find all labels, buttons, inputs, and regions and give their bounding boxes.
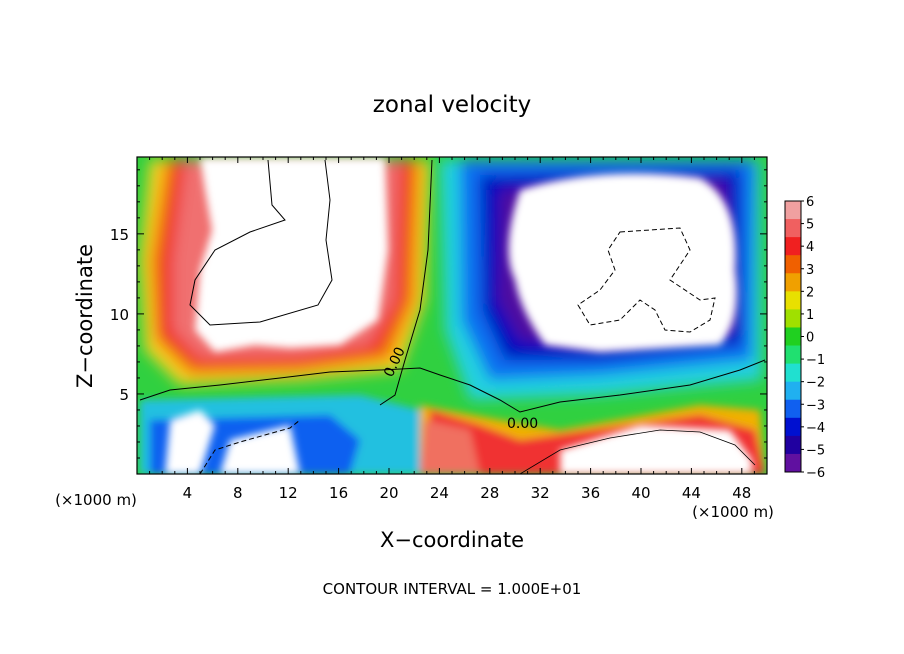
zero-contour-horizontal (139, 359, 766, 413)
x-tick-label: 44 (682, 484, 701, 502)
lower-left-dashed-contour (199, 419, 301, 474)
colorbar-swatch (785, 345, 801, 365)
lower-right-contour (519, 429, 756, 474)
colorbar-swatch (785, 255, 801, 274)
colorbar-swatch (785, 291, 801, 310)
colorbar-swatch (785, 237, 801, 256)
colorbar-tick-label: 1 (806, 308, 814, 323)
colorbar-swatch (785, 381, 801, 401)
colorbar-swatch (785, 435, 801, 455)
colorbar-tick-label: −2 (806, 376, 825, 391)
x-tick-label: 12 (279, 484, 298, 502)
colorbar-swatch (785, 327, 801, 347)
x-unit-label-left: (×1000 m) (55, 491, 137, 509)
colorbar-tick-label: −4 (806, 421, 825, 436)
easterly-core-contour (577, 227, 716, 333)
easterly-core-white (508, 173, 737, 352)
y-axis-label: Z−coordinate (73, 244, 97, 388)
lower-left-white-2 (220, 425, 300, 474)
lower-jet-core (420, 420, 480, 474)
x-unit-label-right: (×1000 m) (692, 503, 774, 521)
y-tick-label: 10 (110, 306, 129, 324)
colorbar-tick-label: −5 (806, 443, 825, 458)
westerly-core-white (195, 158, 388, 352)
colorbar-swatch (785, 417, 801, 437)
contours (139, 159, 766, 474)
y-tick-label: 15 (110, 226, 129, 244)
x-tick-label: 40 (631, 484, 650, 502)
colorbar-tick-label: −6 (806, 466, 825, 481)
x-tick-label: 16 (329, 484, 348, 502)
plot-area: 0.000.00 (137, 157, 767, 474)
x-tick-label: 36 (581, 484, 600, 502)
colorbar-tick-label: 0 (806, 331, 814, 346)
x-axis: 4 8 12 16 20 24 28 32 36 40 44 48 (149, 157, 755, 502)
x-tick-label: 8 (233, 484, 243, 502)
y-tick-label: 5 (119, 386, 129, 404)
x-tick-label: 28 (480, 484, 499, 502)
velocity-field: 0.000.00 (137, 157, 767, 474)
westerly-core-contour (189, 159, 333, 326)
colorbar-tick-label: 6 (806, 195, 814, 210)
zero-contour-vertical (379, 159, 433, 406)
colorbar-swatch (785, 309, 801, 328)
colorbar-swatch (785, 363, 801, 383)
x-tick-label: 20 (379, 484, 398, 502)
colorbar-tick-label: 3 (806, 263, 814, 278)
colorbar-swatch (785, 273, 801, 292)
x-tick-label: 48 (732, 484, 751, 502)
lower-right-white (560, 425, 752, 474)
x-tick-label: 32 (531, 484, 550, 502)
y-axis: 5 10 15 (110, 169, 767, 459)
x-axis-label: X−coordinate (380, 528, 524, 552)
colorbar-tick-label: −3 (806, 398, 825, 413)
contour-label: 0.00 (507, 416, 538, 432)
lower-left-white (165, 410, 215, 474)
chart-title: zonal velocity (373, 92, 531, 118)
x-tick-label: 24 (430, 484, 449, 502)
colorbar-swatch (785, 399, 801, 419)
colorbar-tick-label: 5 (806, 218, 814, 233)
colorbar-tick-label: 4 (806, 240, 814, 255)
x-tick-label: 4 (183, 484, 193, 502)
colorbar-tick-label: −1 (806, 353, 825, 368)
colorbar: 6 5 4 3 2 1 0 −1 −2 −3 −4 −5 −6 (784, 195, 825, 481)
out-of-range (165, 158, 752, 474)
contour-interval-footer: CONTOUR INTERVAL = 1.000E+01 (323, 580, 582, 598)
colorbar-tick-label: 2 (806, 285, 814, 300)
colorbar-swatch (785, 453, 801, 473)
colorbar-swatch (785, 201, 801, 220)
colorbar-swatch (785, 219, 801, 238)
